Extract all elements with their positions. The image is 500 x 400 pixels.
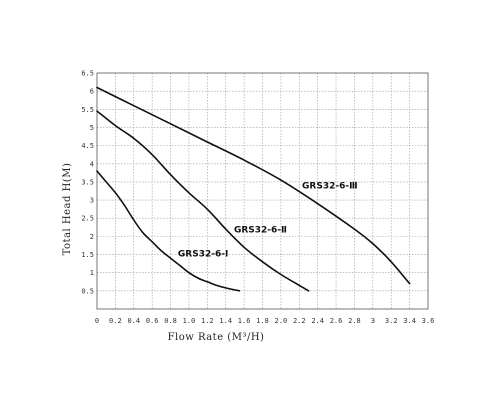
x-tick-label: 2.2 <box>293 317 306 325</box>
y-tick-label: 2.5 <box>81 215 94 223</box>
x-tick-label: 0.4 <box>127 317 140 325</box>
x-tick-label: 0.6 <box>146 317 159 325</box>
y-tick-label: 0.5 <box>81 287 94 295</box>
x-axis-ticks: 0 0.2 0.4 0.6 0.8 1.0 1.2 1.4 1.6 1.8 2.0 2.2 2.4 2.6… <box>95 317 434 325</box>
x-tick-label: 3.2 <box>385 317 398 325</box>
series-label: GRS32-6-Ⅱ <box>234 225 287 235</box>
x-tick-label: 1.0 <box>183 317 196 325</box>
x-tick-label: 3.6 <box>422 317 435 325</box>
x-tick-label: 0 <box>95 317 99 325</box>
x-tick-label: 0.8 <box>164 317 177 325</box>
x-tick-label: 3.4 <box>403 317 416 325</box>
x-tick-label: 3 <box>371 317 375 325</box>
x-tick-label: 1.8 <box>256 317 269 325</box>
x-tick-label: 2.8 <box>348 317 361 325</box>
x-tick-label: 2.6 <box>330 317 343 325</box>
x-tick-label: 2.0 <box>275 317 288 325</box>
y-tick-label: 3 <box>90 197 94 205</box>
y-tick-label: 4 <box>90 160 94 168</box>
y-tick-label: 2 <box>90 233 94 241</box>
y-tick-label: 5.5 <box>81 106 94 114</box>
grid <box>97 73 428 309</box>
y-tick-label: 3.5 <box>81 178 94 186</box>
y-axis-ticks: 0.5 1 1.5 2 2.5 3 3.5 4 4.5 5 5.5 6 6.5 <box>81 70 94 296</box>
y-tick-label: 4.5 <box>81 142 94 150</box>
y-tick-label: 5 <box>90 124 94 132</box>
x-tick-label: 1.2 <box>201 317 214 325</box>
plot-frame <box>96 72 429 310</box>
x-tick-label: 1.6 <box>238 317 251 325</box>
y-axis-label: Total Head H(M) <box>62 163 73 256</box>
series-label: GRS32-6-Ⅲ <box>302 181 358 191</box>
y-tick-label: 6.5 <box>81 70 94 78</box>
x-axis-label: Flow Rate (M³/H) <box>168 332 265 343</box>
series-label: GRS32-6-Ⅰ <box>178 249 228 259</box>
series-labels: GRS32-6-Ⅰ GRS32-6-Ⅱ GRS32-6-Ⅲ <box>178 181 358 259</box>
y-tick-label: 1 <box>90 269 94 277</box>
series-lines <box>96 86 411 292</box>
x-tick-label: 1.4 <box>219 317 232 325</box>
y-tick-label: 6 <box>90 88 94 96</box>
series-line <box>96 110 310 292</box>
x-tick-label: 0.2 <box>109 317 122 325</box>
y-tick-label: 1.5 <box>81 251 94 259</box>
series-line <box>96 86 411 285</box>
x-tick-label: 2.4 <box>311 317 324 325</box>
series-line <box>96 170 241 292</box>
